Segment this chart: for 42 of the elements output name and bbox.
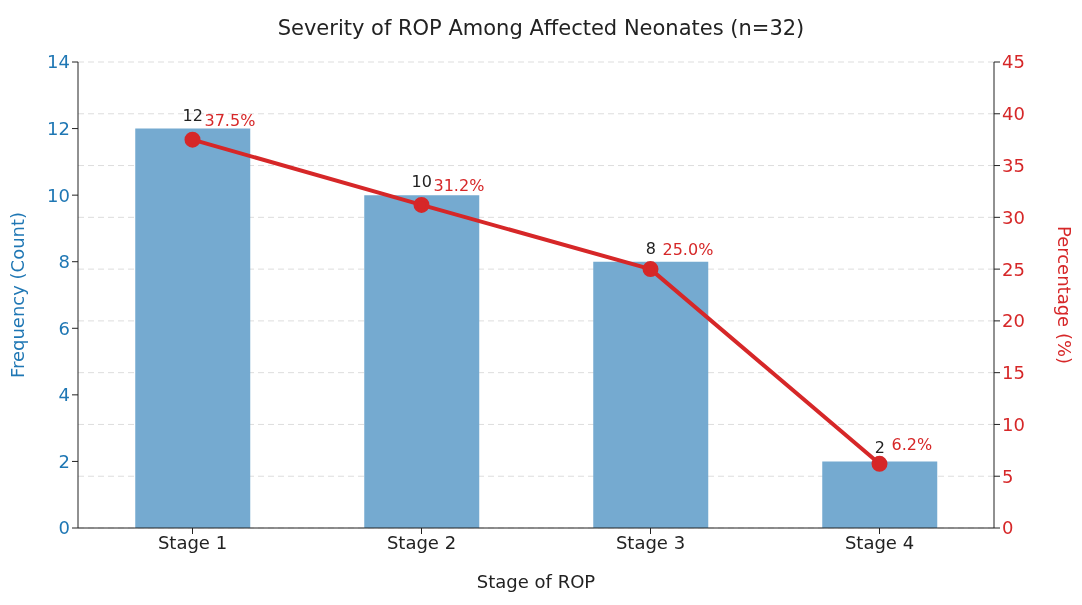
x-tick-label: Stage 4	[844, 531, 915, 553]
y-tick-label: 4	[58, 384, 70, 406]
data-label: 25.0%	[662, 240, 714, 260]
y-tick-label: 6	[58, 317, 70, 339]
point	[871, 455, 888, 472]
bar	[593, 261, 709, 528]
data-label: 31.2%	[433, 175, 485, 195]
bar	[364, 195, 480, 528]
y2-tick-label: 10	[1002, 413, 1025, 435]
y-tick-label: 0	[58, 517, 70, 539]
data-label: 10	[411, 172, 432, 192]
data-label: 12	[182, 105, 203, 125]
y2-tick-label: 35	[1002, 154, 1025, 176]
y-axis-title: Frequency (Count)	[7, 211, 29, 379]
point	[413, 196, 430, 213]
y2-axis-title: Percentage (%)	[1053, 225, 1075, 365]
chart-title: Severity of ROP Among Affected Neonates (n=32)	[276, 15, 806, 42]
point	[184, 131, 201, 148]
y-tick-label: 12	[47, 117, 70, 139]
y-tick-label: 10	[47, 184, 70, 206]
x-axis-title: Stage of ROP	[476, 571, 596, 592]
data-label: 37.5%	[204, 110, 256, 130]
x-tick-label: Stage 2	[386, 531, 457, 553]
data-label: 8	[645, 238, 656, 258]
y-tick-label: 8	[58, 251, 70, 273]
y2-tick-label: 5	[1002, 465, 1014, 487]
x-tick-label: Stage 1	[157, 531, 228, 553]
y2-tick-label: 25	[1002, 258, 1025, 280]
y2-tick-label: 15	[1002, 362, 1025, 384]
y-tick-label: 2	[58, 450, 70, 472]
y2-tick-label: 0	[1002, 517, 1014, 539]
y2-tick-label: 45	[1002, 51, 1025, 73]
data-label: 2	[874, 438, 885, 458]
point	[642, 261, 659, 278]
bar	[822, 461, 938, 528]
y2-tick-label: 20	[1002, 310, 1025, 332]
x-tick-label: Stage 3	[615, 531, 686, 553]
y2-tick-label: 30	[1002, 206, 1025, 228]
y-tick-label: 14	[47, 51, 70, 73]
bar	[135, 128, 251, 528]
y2-tick-label: 40	[1002, 103, 1025, 125]
data-label: 6.2%	[891, 434, 933, 454]
